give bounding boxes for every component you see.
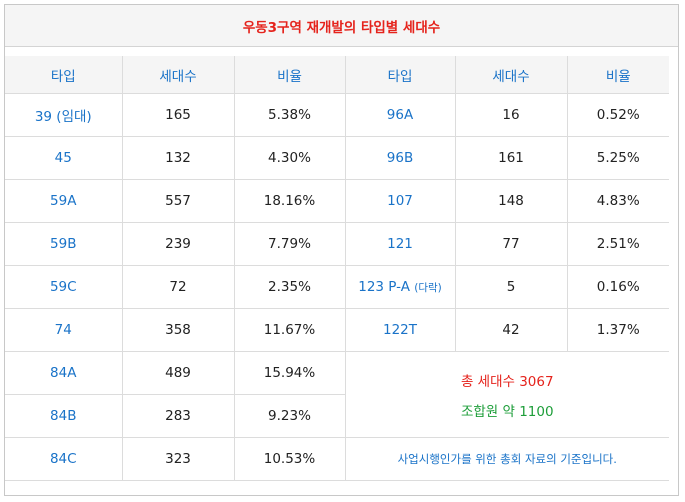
type-cell: 59A <box>5 179 123 223</box>
header-count-right: 세대수 <box>454 56 568 94</box>
table-row: 84B 283 9.23% <box>5 394 669 438</box>
table-row: 45 132 4.30% 96B 161 5.25% <box>5 136 669 180</box>
ratio-cell: 0.16% <box>566 265 669 309</box>
type-cell: 59B <box>5 222 123 266</box>
header-type-right: 타입 <box>344 56 456 94</box>
table-row: 59B 239 7.79% 121 77 2.51% <box>5 222 669 266</box>
count-cell: 132 <box>121 136 235 180</box>
type-cell: 96A <box>344 93 456 137</box>
count-cell: 165 <box>121 93 235 137</box>
count-cell: 323 <box>121 437 235 481</box>
type-cell: 45 <box>5 136 123 180</box>
type-cell: 59C <box>5 265 123 309</box>
table-row: 84A 489 15.94% 총 세대수 3067 조합원 약 1100 <box>5 351 669 438</box>
type-cell: 96B <box>344 136 456 180</box>
type-cell: 123 P-A (다락) <box>344 265 456 309</box>
header-ratio-left: 비율 <box>233 56 346 94</box>
ratio-cell: 2.51% <box>566 222 669 266</box>
table-row: 84C 323 10.53% 사업시행인가를 위한 총회 자료의 기준입니다. <box>5 437 669 481</box>
ratio-cell: 0.52% <box>566 93 669 137</box>
table-row: 59C 72 2.35% 123 P-A (다락) 5 0.16% <box>5 265 669 309</box>
ratio-cell: 10.53% <box>233 437 346 481</box>
ratio-cell: 5.38% <box>233 93 346 137</box>
unit-type-table: 타입 세대수 비율 타입 세대수 비율 39 (임대) 165 5.38% 96… <box>5 56 669 481</box>
total-units-note: 총 세대수 3067 <box>460 373 554 390</box>
count-cell: 16 <box>454 93 568 137</box>
type-cell: 107 <box>344 179 456 223</box>
header-row: 타입 세대수 비율 타입 세대수 비율 <box>5 56 669 94</box>
table-row: 39 (임대) 165 5.38% 96A 16 0.52% <box>5 93 669 137</box>
type-cell: 122T <box>344 308 456 352</box>
header-count-left: 세대수 <box>121 56 235 94</box>
type-cell: 39 (임대) <box>5 93 123 137</box>
source-footnote: 사업시행인가를 위한 총회 자료의 기준입니다. <box>344 437 669 481</box>
ratio-cell: 9.23% <box>233 394 345 438</box>
count-cell: 358 <box>121 308 235 352</box>
type-suffix: (다락) <box>414 282 442 294</box>
type-cell: 121 <box>344 222 456 266</box>
count-cell: 72 <box>121 265 235 309</box>
header-ratio-right: 비율 <box>566 56 669 94</box>
count-cell: 148 <box>454 179 568 223</box>
ratio-cell: 1.37% <box>566 308 669 352</box>
ratio-cell: 11.67% <box>233 308 346 352</box>
ratio-cell: 5.25% <box>566 136 669 180</box>
ratio-cell: 15.94% <box>233 351 346 395</box>
count-cell: 77 <box>454 222 568 266</box>
ratio-cell: 4.30% <box>233 136 346 180</box>
ratio-cell: 4.83% <box>566 179 669 223</box>
type-cell: 84B <box>5 394 123 438</box>
type-cell: 84C <box>5 437 123 481</box>
header-type-left: 타입 <box>5 56 123 94</box>
type-cell: 84A <box>5 351 123 395</box>
table-row: 74 358 11.67% 122T 42 1.37% <box>5 308 669 352</box>
ratio-cell: 2.35% <box>233 265 346 309</box>
count-cell: 161 <box>454 136 568 180</box>
ratio-cell: 7.79% <box>233 222 346 266</box>
table-row: 59A 557 18.16% 107 148 4.83% <box>5 179 669 223</box>
type-cell: 74 <box>5 308 123 352</box>
count-cell: 5 <box>454 265 568 309</box>
count-cell: 283 <box>121 394 235 438</box>
members-note: 조합원 약 1100 <box>460 403 554 420</box>
table-title: 우동3구역 재개발의 타입별 세대수 <box>5 5 678 47</box>
count-cell: 557 <box>121 179 235 223</box>
count-cell: 42 <box>454 308 568 352</box>
summary-cell: 총 세대수 3067 조합원 약 1100 <box>344 351 669 438</box>
count-cell: 239 <box>121 222 235 266</box>
type-name: 123 P-A <box>358 279 410 295</box>
ratio-cell: 18.16% <box>233 179 346 223</box>
count-cell: 489 <box>121 351 235 395</box>
